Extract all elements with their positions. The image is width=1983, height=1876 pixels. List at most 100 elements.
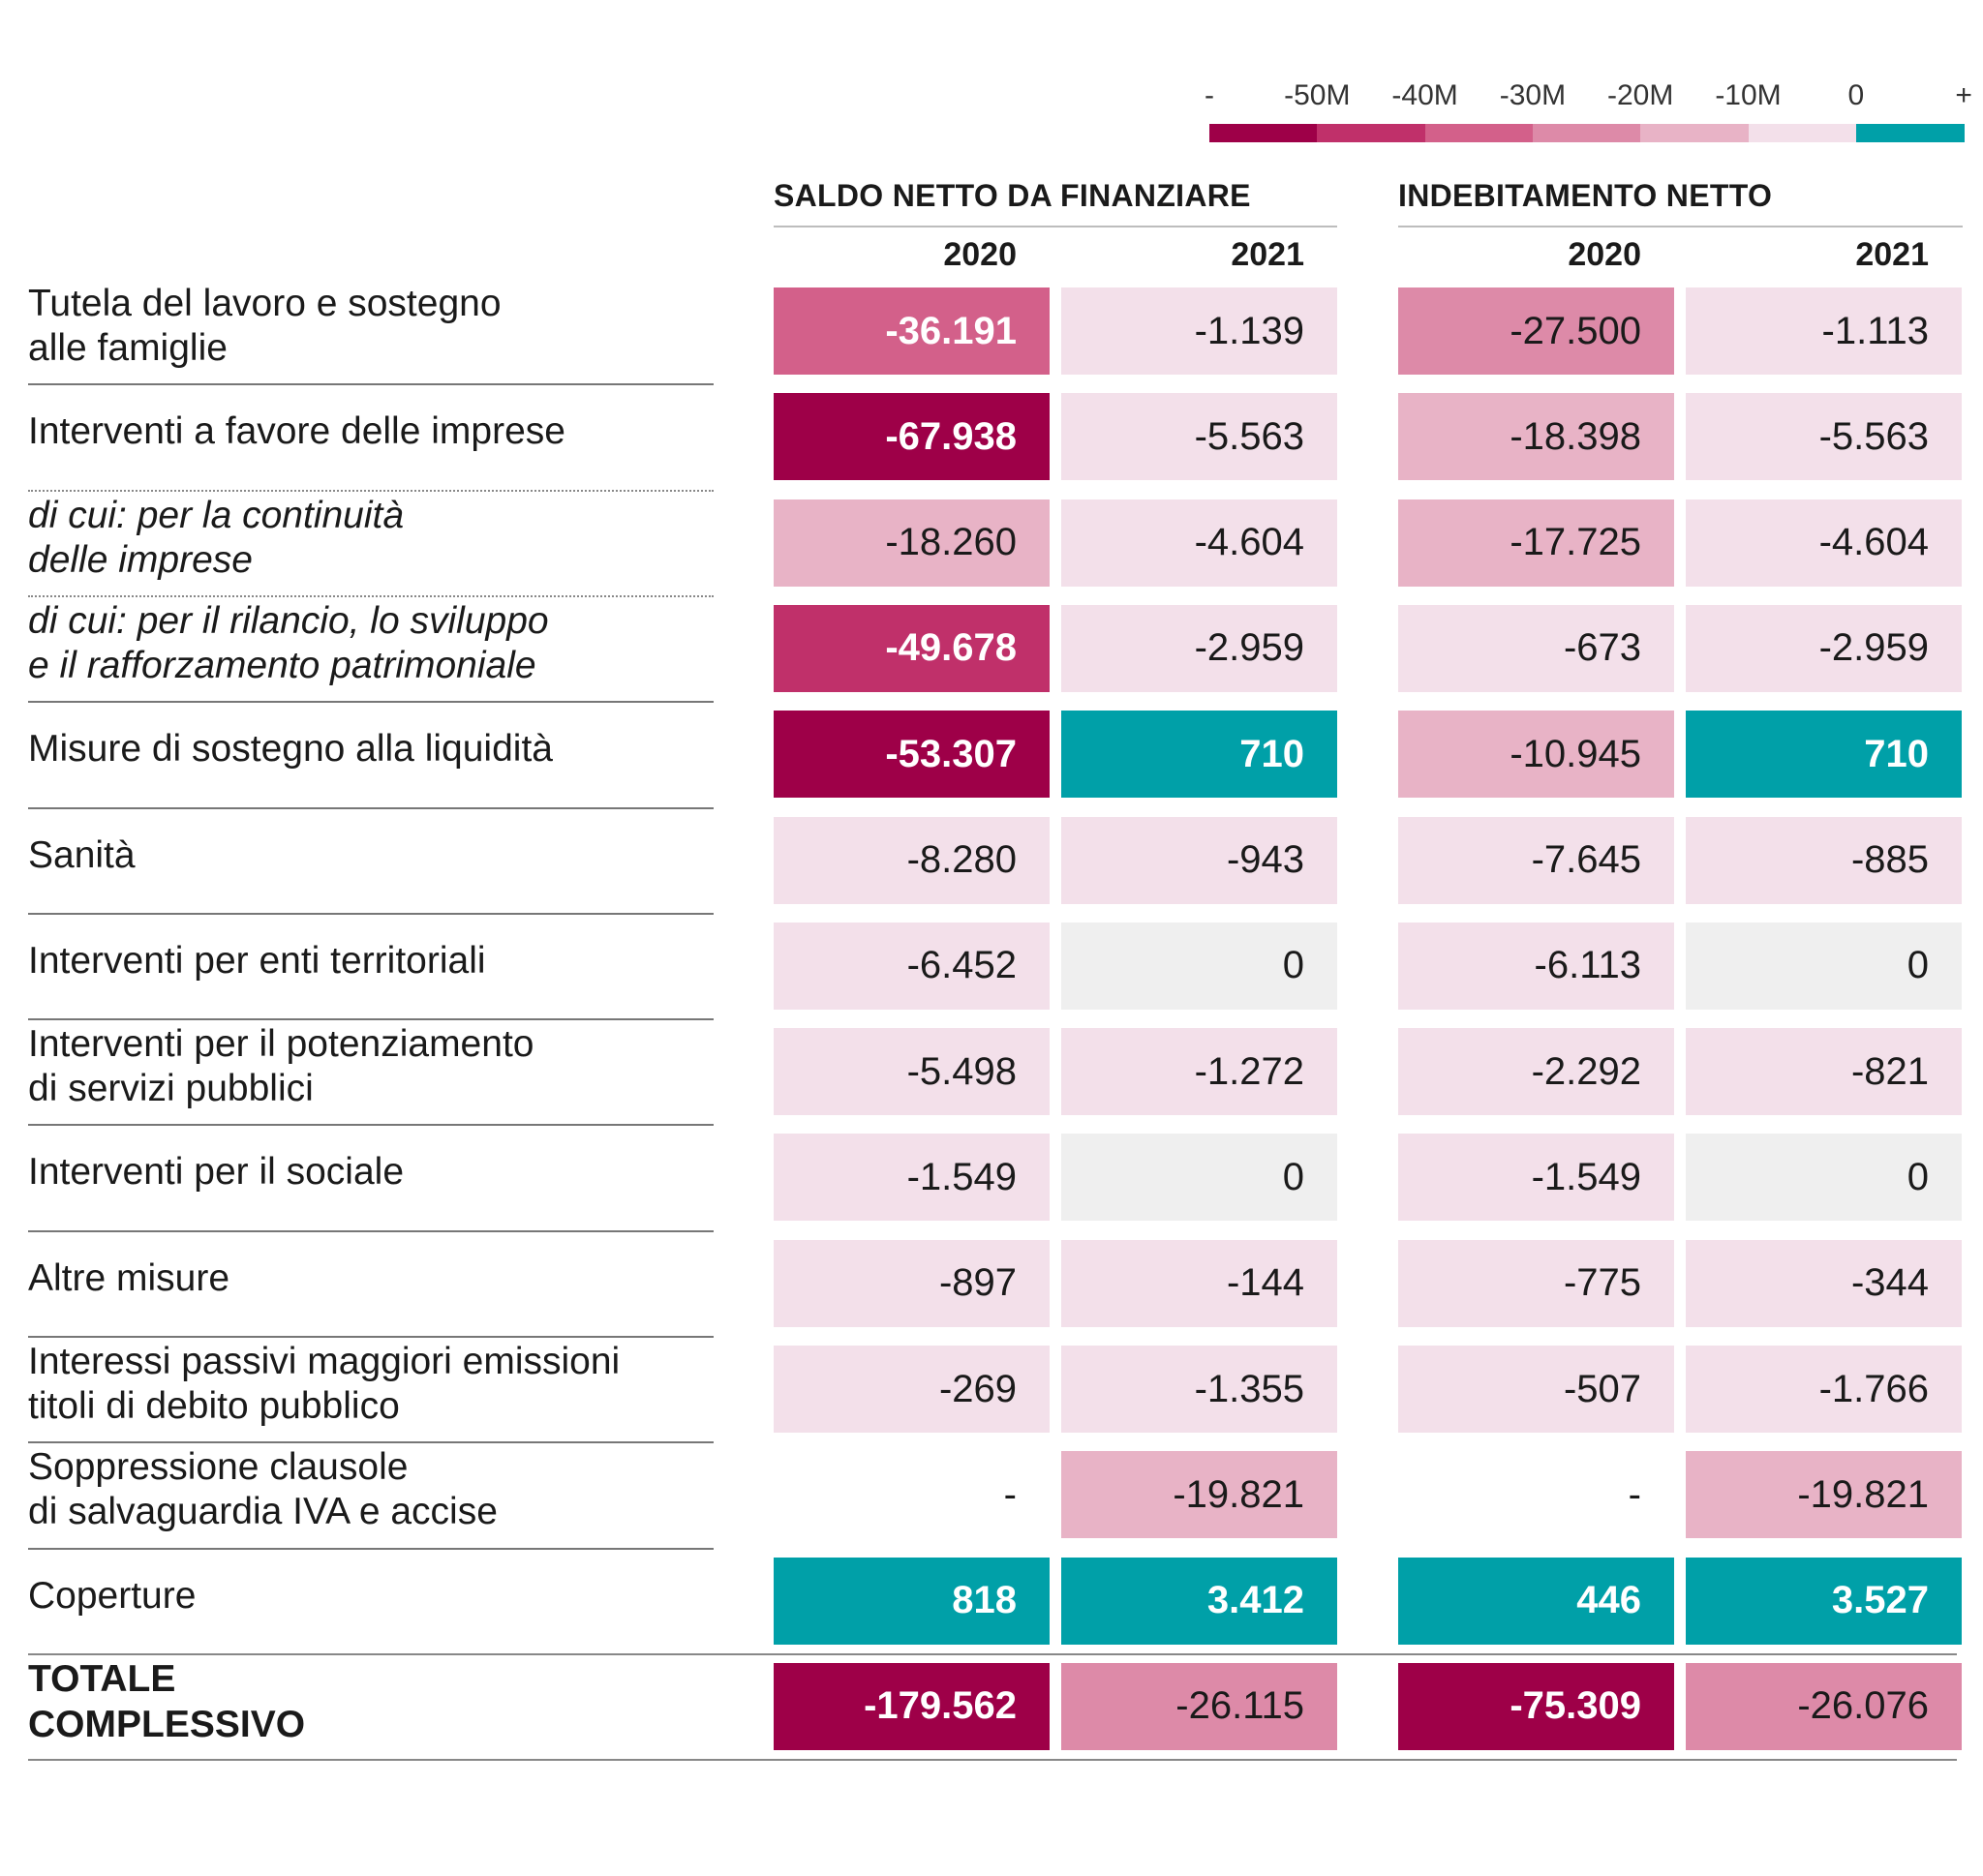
value-cell: -144 [1061, 1239, 1337, 1327]
group-rule [1398, 226, 1963, 227]
group-title: INDEBITAMENTO NETTO [1398, 178, 1773, 213]
value-cell: -2.292 [1398, 1028, 1674, 1116]
row-separator [28, 383, 714, 386]
row-label-text: Sanità [28, 833, 136, 876]
row-label: Interventi per enti territoriali [28, 917, 725, 1006]
row-separator [28, 701, 714, 704]
value-cell: -4.604 [1061, 499, 1337, 587]
year-header: 2020 [1568, 236, 1641, 273]
value-cell: -49.678 [774, 604, 1050, 692]
row-label-text: Altre misure [28, 1256, 230, 1299]
year-header: 2021 [1231, 236, 1304, 273]
row-label-text: di cui: per la continuità delle imprese [28, 494, 405, 581]
value-cell: -26.115 [1061, 1662, 1337, 1750]
value-cell: -7.645 [1398, 816, 1674, 904]
row-label: di cui: per il rilancio, lo sviluppo e i… [28, 599, 725, 688]
value-cell: - [1628, 1472, 1641, 1516]
row-label: Coperture [28, 1552, 725, 1641]
row-label-text: Interventi per il sociale [28, 1151, 405, 1194]
value-cell: -26.076 [1686, 1662, 1962, 1750]
row-label-text: Coperture [28, 1574, 197, 1617]
row-label: Misure di sostegno alla liquidità [28, 705, 725, 794]
legend-swatch [1640, 124, 1749, 142]
value-cell: -885 [1686, 816, 1962, 904]
row-label-text: Interventi per enti territoriali [28, 939, 486, 982]
value-cell: -2.959 [1686, 604, 1962, 692]
row-label-text: Tutela del lavoro e sostegno alle famigl… [28, 283, 502, 369]
legend-swatch [1748, 124, 1857, 142]
value-cell: - [1003, 1472, 1017, 1516]
row-label: Interventi per il sociale [28, 1128, 725, 1217]
row-separator [28, 1547, 714, 1550]
legend-label: -30M [1499, 79, 1567, 111]
value-cell: -5.563 [1686, 393, 1962, 481]
value-cell: -1.549 [774, 1134, 1050, 1222]
value-cell: 710 [1061, 711, 1337, 799]
value-cell: 710 [1686, 711, 1962, 799]
legend-swatch [1532, 124, 1641, 142]
value-cell: -821 [1686, 1028, 1962, 1116]
value-cell: -6.113 [1398, 922, 1674, 1010]
row-label: Soppressione clausole di salvaguardia IV… [28, 1445, 725, 1534]
legend-label: + [1955, 79, 1972, 111]
value-cell: -19.821 [1686, 1451, 1962, 1539]
group-rule [774, 226, 1337, 227]
row-label: Altre misure [28, 1234, 725, 1323]
group-title: SALDO NETTO DA FINANZIARE [774, 178, 1251, 213]
value-cell: -18.260 [774, 499, 1050, 587]
value-cell: -673 [1398, 604, 1674, 692]
legend-label: -20M [1607, 79, 1674, 111]
row-label-text: Interventi a favore delle imprese [28, 410, 565, 453]
value-cell: -269 [774, 1346, 1050, 1433]
row-separator [28, 912, 714, 915]
value-cell: -1.139 [1061, 287, 1337, 375]
legend-swatch [1209, 124, 1318, 142]
value-cell: -1.355 [1061, 1346, 1337, 1433]
row-label-text: di cui: per il rilancio, lo sviluppo e i… [28, 599, 549, 686]
legend-label: - [1205, 79, 1214, 111]
row-label: Interventi a favore delle imprese [28, 387, 725, 476]
legend-swatch [1855, 124, 1965, 142]
legend-label: -10M [1715, 79, 1782, 111]
row-separator [28, 1018, 714, 1021]
legend-label: -50M [1284, 79, 1351, 111]
value-cell: 0 [1061, 1134, 1337, 1222]
row-separator [28, 1336, 714, 1338]
value-cell: -775 [1398, 1239, 1674, 1327]
row-separator [28, 1124, 714, 1127]
value-cell: -27.500 [1398, 287, 1674, 375]
value-cell: -8.280 [774, 816, 1050, 904]
value-cell: -344 [1686, 1239, 1962, 1327]
total-rule [28, 1652, 1957, 1655]
row-separator [28, 594, 714, 597]
value-cell: -5.563 [1061, 393, 1337, 481]
bottom-rule [28, 1759, 1957, 1762]
row-separator [28, 1229, 714, 1232]
value-cell: -943 [1061, 816, 1337, 904]
row-separator [28, 1441, 714, 1444]
value-cell: -17.725 [1398, 499, 1674, 587]
value-cell: -1.549 [1398, 1134, 1674, 1222]
value-cell: -10.945 [1398, 711, 1674, 799]
value-cell: -507 [1398, 1346, 1674, 1433]
legend-label: 0 [1847, 79, 1865, 111]
row-label-text: Soppressione clausole di salvaguardia IV… [28, 1446, 498, 1533]
value-cell: -5.498 [774, 1028, 1050, 1116]
value-cell: 0 [1686, 922, 1962, 1010]
legend-swatch [1424, 124, 1534, 142]
value-cell: -897 [774, 1239, 1050, 1327]
value-cell: -53.307 [774, 711, 1050, 799]
year-header: 2020 [943, 236, 1017, 273]
value-cell: -4.604 [1686, 499, 1962, 587]
row-label-text: Interventi per il potenziamento di servi… [28, 1023, 534, 1110]
value-cell: -18.398 [1398, 393, 1674, 481]
legend-swatch [1317, 124, 1426, 142]
row-label: Interessi passivi maggiori emissioni tit… [28, 1340, 725, 1429]
value-cell: -19.821 [1061, 1451, 1337, 1539]
value-cell: 0 [1061, 922, 1337, 1010]
value-cell: 0 [1686, 1134, 1962, 1222]
row-separator [28, 489, 714, 492]
value-cell: 3.412 [1061, 1557, 1337, 1645]
row-label: Interventi per il potenziamento di servi… [28, 1022, 725, 1111]
value-cell: -1.113 [1686, 287, 1962, 375]
